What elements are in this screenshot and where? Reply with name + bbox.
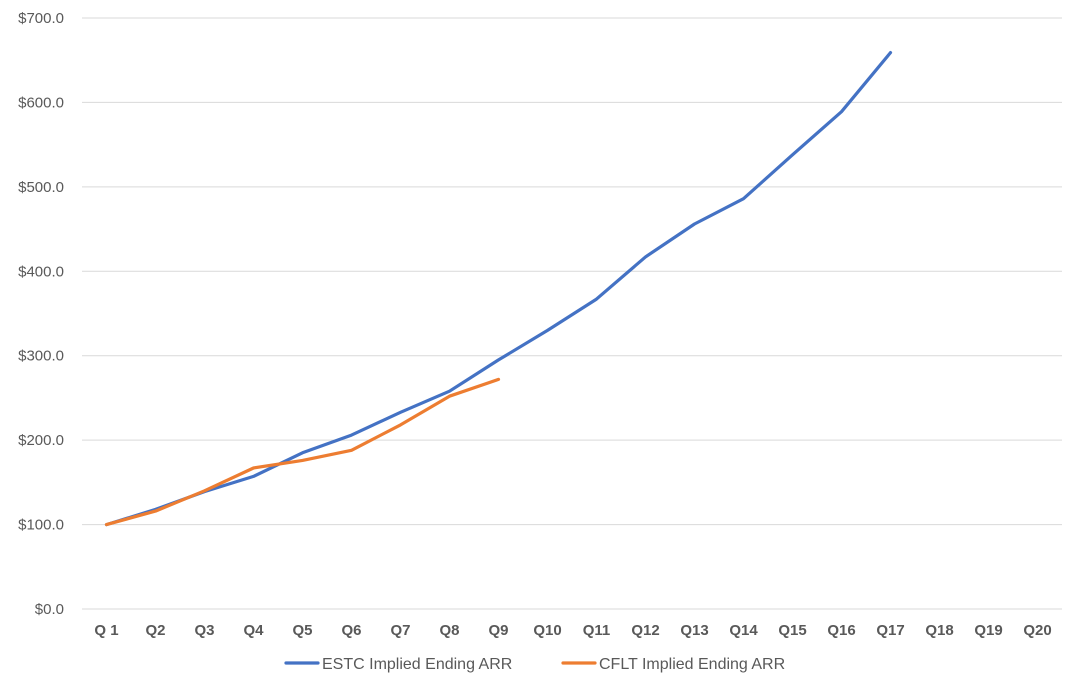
data-point xyxy=(742,197,746,201)
data-point xyxy=(497,377,501,381)
gridlines xyxy=(82,17,1062,610)
data-point xyxy=(448,394,452,398)
x-tick-label: Q15 xyxy=(778,622,806,639)
y-tick-label: $700.0 xyxy=(18,10,64,27)
x-tick-label: Q 1 xyxy=(94,622,118,639)
data-point xyxy=(350,433,354,437)
data-point xyxy=(840,110,844,114)
x-tick-label: Q7 xyxy=(390,622,410,639)
data-point xyxy=(546,328,550,332)
data-point xyxy=(301,451,305,455)
data-point xyxy=(399,410,403,414)
x-tick-label: Q14 xyxy=(729,622,758,639)
data-point xyxy=(644,255,648,259)
y-tick-label: $500.0 xyxy=(18,179,64,196)
x-tick-label: Q18 xyxy=(925,622,953,639)
data-point xyxy=(693,222,697,226)
data-point xyxy=(105,523,109,527)
x-tick-label: Q5 xyxy=(292,622,312,639)
data-point xyxy=(154,509,158,513)
y-tick-label: $100.0 xyxy=(18,517,64,534)
x-tick-label: Q13 xyxy=(680,622,708,639)
x-tick-label: Q17 xyxy=(876,622,904,639)
x-tick-label: Q12 xyxy=(631,622,659,639)
data-point xyxy=(497,358,501,362)
y-tick-label: $0.0 xyxy=(35,601,64,618)
data-point xyxy=(595,297,599,301)
data-point xyxy=(203,489,207,493)
x-tick-label: Q4 xyxy=(243,622,264,639)
x-tick-label: Q2 xyxy=(145,622,165,639)
data-point xyxy=(448,389,452,393)
data-point xyxy=(301,458,305,462)
x-tick-label: Q20 xyxy=(1023,622,1051,639)
y-tick-label: $300.0 xyxy=(18,348,64,365)
data-point xyxy=(252,474,256,478)
data-point xyxy=(252,466,256,470)
x-tick-label: Q16 xyxy=(827,622,855,639)
legend-label: ESTC Implied Ending ARR xyxy=(322,656,512,673)
x-tick-label: Q9 xyxy=(488,622,508,639)
data-point xyxy=(399,423,403,427)
x-tick-label: Q19 xyxy=(974,622,1002,639)
y-tick-label: $600.0 xyxy=(18,94,64,111)
series-line-cflt xyxy=(104,377,501,527)
x-tick-label: Q6 xyxy=(341,622,361,639)
x-tick-label: Q10 xyxy=(533,622,561,639)
series-lines xyxy=(104,50,893,527)
x-tick-label: Q8 xyxy=(439,622,459,639)
data-point xyxy=(350,448,354,452)
data-point xyxy=(889,51,893,55)
data-point xyxy=(791,153,795,157)
x-tick-label: Q3 xyxy=(194,622,214,639)
x-tick-label: Q11 xyxy=(583,622,611,639)
y-tick-label: $400.0 xyxy=(18,263,64,280)
axes: $0.0 $100.0 $200.0 $300.0 $400.0 $500.0 $600.0… xyxy=(18,10,1052,639)
y-tick-label: $200.0 xyxy=(18,432,64,449)
series-line-estc xyxy=(104,50,893,527)
legend-label: CFLT Implied Ending ARR xyxy=(599,656,785,673)
legend: ESTC Implied Ending ARR CFLT Implied Endi… xyxy=(284,656,785,673)
